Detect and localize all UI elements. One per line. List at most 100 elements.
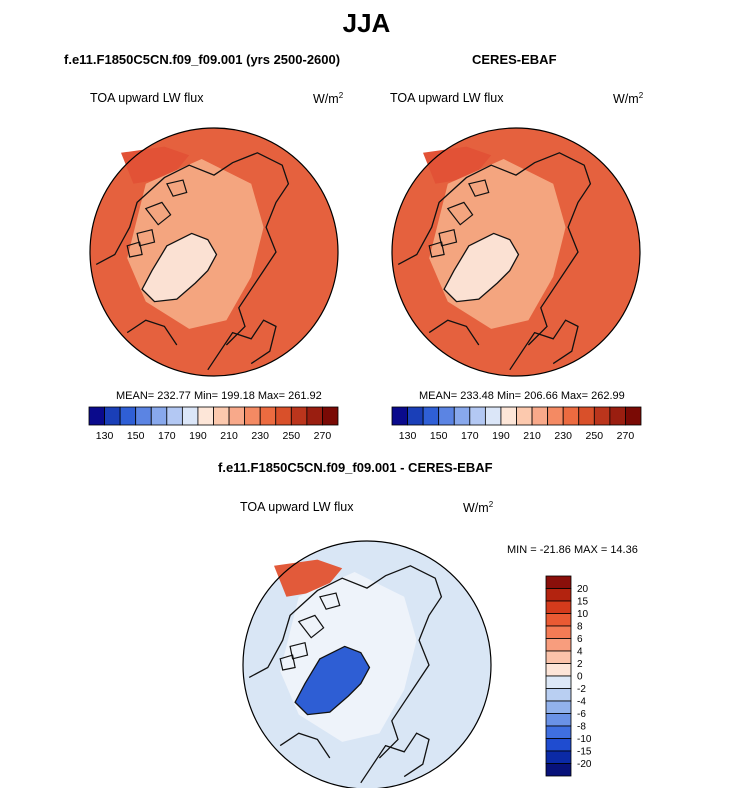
colorbar-swatch	[545, 738, 572, 752]
colorbar-tick-label: -15	[577, 747, 592, 758]
panel3-unit-exp: 2	[488, 500, 494, 509]
panel1-coastline	[207, 319, 277, 371]
panel3-coastline	[248, 565, 443, 759]
colorbar-swatch	[545, 725, 572, 739]
colorbar-swatch	[609, 406, 626, 426]
colorbar-swatch	[545, 713, 572, 727]
colorbar-swatch	[593, 406, 611, 426]
colorbar-swatch	[407, 406, 424, 426]
colorbar-swatch	[545, 625, 572, 639]
panel1-coastline	[126, 319, 178, 346]
colorbar-swatch	[562, 406, 580, 426]
colorbar-tick-label: -6	[577, 709, 586, 720]
colorbar-swatch	[469, 406, 486, 426]
page-title: JJA	[342, 8, 391, 38]
colorbar-swatch	[244, 406, 261, 426]
colorbar-tick-label: 8	[577, 622, 583, 633]
panel3-map-border	[242, 540, 492, 788]
panel1-title: f.e11.F1850C5CN.f09_f09.001 (yrs 2500-26…	[64, 52, 341, 67]
panel2-map-group	[391, 127, 641, 377]
colorbar-swatch	[531, 406, 549, 426]
panel2-title: CERES-EBAF	[472, 52, 557, 67]
colorbar-swatch	[119, 406, 137, 426]
panel3-island	[289, 641, 309, 660]
colorbar-tick-label: 2	[577, 659, 583, 670]
colorbar-tick-label: 230	[251, 430, 269, 442]
panel1-coastline	[95, 152, 290, 346]
panel3-island	[297, 614, 325, 639]
colorbar-swatch	[545, 700, 572, 714]
colorbar-tick-label: -10	[577, 734, 592, 745]
panel2-island	[468, 179, 490, 197]
panel1-island	[144, 201, 172, 226]
colorbar-tick-label: 210	[523, 430, 541, 442]
colorbar-swatch	[545, 750, 572, 764]
panel2-map-border	[391, 127, 641, 377]
colorbar-tick-label: 270	[617, 430, 635, 442]
colorbar-tick-label: 210	[220, 430, 238, 442]
panel1-unit-exp: 2	[338, 91, 344, 100]
panel3-subtitle: TOA upward LW flux	[240, 500, 354, 514]
colorbar-swatch	[135, 406, 152, 426]
panel1-colorbar: 130 150 170 190 210 230 250 270	[88, 406, 339, 442]
colorbar-swatch	[438, 406, 455, 426]
panel3-island	[279, 654, 296, 671]
colorbar-swatch	[545, 638, 572, 652]
panel2-coastline	[428, 319, 480, 346]
colorbar-swatch	[290, 406, 308, 426]
colorbar-swatch	[484, 406, 502, 426]
panel1-greenland	[141, 232, 218, 303]
colorbar-tick-label: 230	[554, 430, 572, 442]
panel3-map-group	[242, 540, 492, 788]
panel2-colorbar: 130 150 170 190 210 230 250 270	[391, 406, 642, 442]
panel1-island	[136, 228, 156, 247]
panel1-stats: MEAN= 232.77 Min= 199.18 Max= 261.92	[116, 390, 322, 402]
colorbar-swatch	[391, 406, 408, 426]
panel3-island	[319, 592, 341, 610]
colorbar-swatch	[545, 663, 572, 677]
panel3-stats: MIN = -21.86 MAX = 14.36	[507, 544, 638, 556]
panel3-coastline	[279, 732, 331, 759]
colorbar-swatch	[516, 406, 533, 426]
colorbar-tick-label: -8	[577, 722, 586, 733]
colorbar-swatch	[213, 406, 230, 426]
colorbar-tick-label: 130	[96, 430, 114, 442]
colorbar-tick-label: -4	[577, 697, 586, 708]
colorbar-swatch	[88, 406, 105, 426]
panel2-greenland	[443, 232, 520, 303]
colorbar-tick-label: 130	[399, 430, 417, 442]
colorbar-swatch	[625, 406, 642, 426]
colorbar-swatch	[322, 406, 339, 426]
colorbar-swatch	[259, 406, 277, 426]
colorbar-swatch	[545, 575, 572, 589]
panel1-unit-base: W/m	[313, 92, 339, 107]
colorbar-tick-label: 250	[586, 430, 604, 442]
panel2-unit-base: W/m	[613, 92, 639, 107]
panel1-island	[126, 241, 143, 258]
panel2-island	[446, 201, 474, 226]
panel2-stats: MEAN= 233.48 Min= 206.66 Max= 262.99	[419, 390, 625, 402]
colorbar-swatch	[545, 650, 572, 664]
panel3-greenland	[294, 645, 371, 716]
colorbar-tick-label: -2	[577, 684, 586, 695]
colorbar-tick-label: 250	[283, 430, 301, 442]
colorbar-swatch	[547, 406, 564, 426]
colorbar-swatch	[306, 406, 323, 426]
panel2-unit: W/m2	[613, 91, 643, 106]
colorbar-swatch	[545, 600, 572, 614]
colorbar-tick-label: 6	[577, 634, 583, 645]
colorbar-tick-label: -20	[577, 759, 592, 770]
panel3-coastline	[360, 732, 430, 784]
panel3-unit-base: W/m	[463, 501, 489, 516]
colorbar-tick-label: 20	[577, 584, 589, 595]
colorbar-swatch	[104, 406, 121, 426]
panel1-map-group	[89, 127, 339, 377]
panel1-subtitle: TOA upward LW flux	[90, 91, 204, 105]
colorbar-swatch	[545, 688, 572, 702]
colorbar-tick-label: 190	[492, 430, 510, 442]
panel2-subtitle: TOA upward LW flux	[390, 91, 504, 105]
colorbar-tick-label: 10	[577, 609, 589, 620]
panel2-island	[438, 228, 458, 247]
